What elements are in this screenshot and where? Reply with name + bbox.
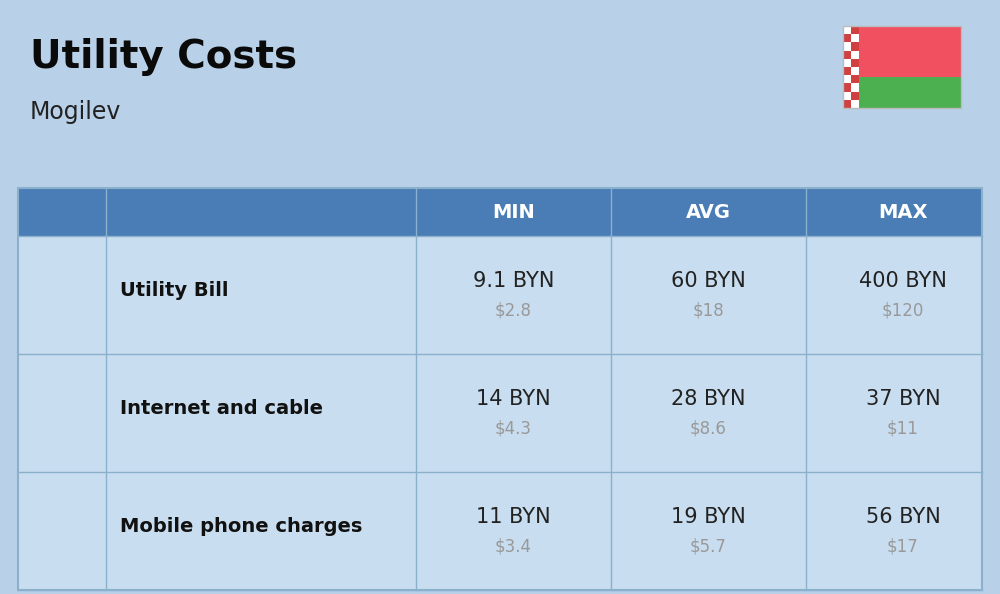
Text: $3.4: $3.4 <box>495 538 532 556</box>
Bar <box>851 42 859 50</box>
Text: $4.3: $4.3 <box>495 420 532 438</box>
Text: $8.6: $8.6 <box>690 420 727 438</box>
Text: Utility Bill: Utility Bill <box>120 282 228 301</box>
Bar <box>843 26 961 77</box>
Text: 11 BYN: 11 BYN <box>476 507 551 527</box>
Bar <box>843 67 851 75</box>
Text: Utility Costs: Utility Costs <box>30 38 297 76</box>
Bar <box>851 91 859 100</box>
Text: 37 BYN: 37 BYN <box>866 389 940 409</box>
Text: Mogilev: Mogilev <box>30 100 121 124</box>
Text: Internet and cable: Internet and cable <box>120 400 323 419</box>
Bar <box>843 26 859 108</box>
Text: 19 BYN: 19 BYN <box>671 507 746 527</box>
Text: Mobile phone charges: Mobile phone charges <box>120 517 362 536</box>
Text: 60 BYN: 60 BYN <box>671 271 746 291</box>
Bar <box>18 188 982 590</box>
Text: AVG: AVG <box>686 203 731 222</box>
Text: MIN: MIN <box>492 203 535 222</box>
Bar <box>18 188 982 236</box>
Text: 400 BYN: 400 BYN <box>859 271 947 291</box>
Text: $120: $120 <box>882 302 924 320</box>
Bar <box>851 59 859 67</box>
Text: $5.7: $5.7 <box>690 538 727 556</box>
Bar <box>843 100 851 108</box>
Text: 14 BYN: 14 BYN <box>476 389 551 409</box>
Bar <box>843 34 851 42</box>
Text: $2.8: $2.8 <box>495 302 532 320</box>
Text: 28 BYN: 28 BYN <box>671 389 746 409</box>
Bar <box>851 26 859 34</box>
Bar <box>843 26 961 108</box>
Bar <box>18 188 982 590</box>
Bar <box>851 75 859 83</box>
Text: MAX: MAX <box>878 203 928 222</box>
Bar <box>843 50 851 59</box>
Text: 56 BYN: 56 BYN <box>866 507 940 527</box>
Bar <box>843 83 851 91</box>
Text: $17: $17 <box>887 538 919 556</box>
Text: $18: $18 <box>693 302 724 320</box>
Text: $11: $11 <box>887 420 919 438</box>
Bar <box>843 77 961 108</box>
Text: 9.1 BYN: 9.1 BYN <box>473 271 554 291</box>
